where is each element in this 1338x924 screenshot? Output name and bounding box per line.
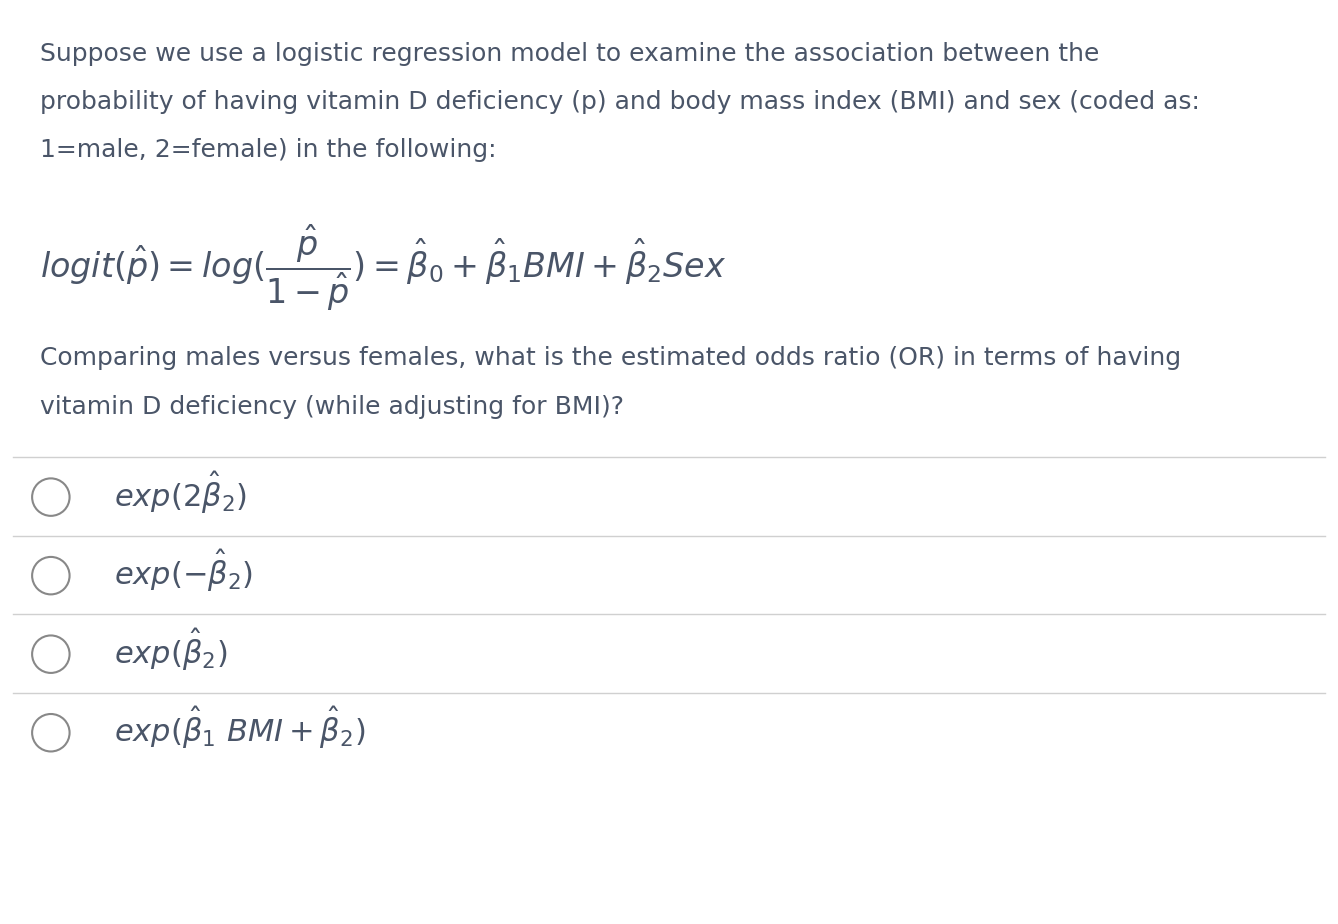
Text: Comparing males versus females, what is the estimated odds ratio (OR) in terms o: Comparing males versus females, what is …	[40, 346, 1181, 371]
Text: $exp(-\hat{\beta}_2)$: $exp(-\hat{\beta}_2)$	[114, 548, 253, 594]
Text: $exp(\hat{\beta}_1\ BMI + \hat{\beta}_2)$: $exp(\hat{\beta}_1\ BMI + \hat{\beta}_2)…	[114, 705, 365, 751]
Text: $exp(2\hat{\beta}_2)$: $exp(2\hat{\beta}_2)$	[114, 469, 246, 516]
Text: probability of having vitamin D deficiency (p) and body mass index (BMI) and sex: probability of having vitamin D deficien…	[40, 90, 1200, 114]
Text: Suppose we use a logistic regression model to examine the association between th: Suppose we use a logistic regression mod…	[40, 42, 1100, 66]
Text: vitamin D deficiency (while adjusting for BMI)?: vitamin D deficiency (while adjusting fo…	[40, 395, 624, 419]
Text: 1=male, 2=female) in the following:: 1=male, 2=female) in the following:	[40, 138, 496, 162]
Text: $logit(\hat{p}) = log(\dfrac{\hat{p}}{1-\hat{p}}) = \hat{\beta}_0 + \hat{\beta}_: $logit(\hat{p}) = log(\dfrac{\hat{p}}{1-…	[40, 222, 727, 312]
Text: $exp(\hat{\beta}_2)$: $exp(\hat{\beta}_2)$	[114, 626, 227, 673]
